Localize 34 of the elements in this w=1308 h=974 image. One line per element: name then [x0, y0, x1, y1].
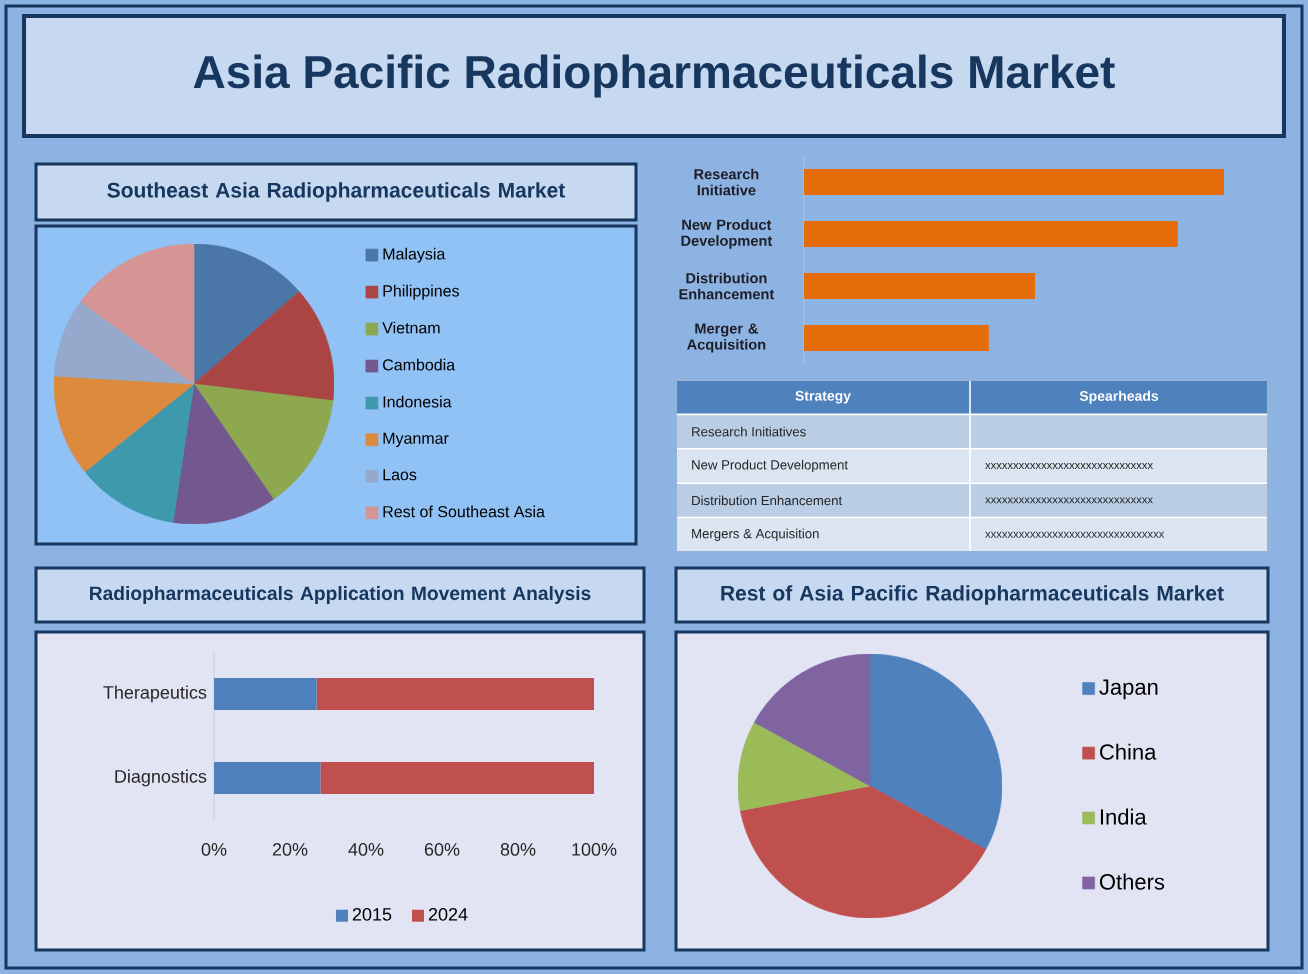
legend-label: Laos: [383, 469, 417, 481]
y-tick-label: Therapeutics: [103, 685, 207, 703]
chart-title: Radiopharmaceuticals Application Movement Analysis: [90, 586, 591, 604]
legend-label: Others: [1099, 873, 1165, 890]
legend-label: China: [1100, 743, 1157, 760]
bar: [214, 677, 317, 710]
legend-label: Philippines: [383, 284, 459, 300]
legend-label: 2015: [352, 907, 392, 921]
legend-label: Japan: [1099, 679, 1158, 700]
bar: [320, 761, 595, 794]
x-tick-label: 100%: [572, 843, 617, 856]
bar: [804, 168, 1224, 195]
bar: [316, 677, 595, 710]
legend-label: Cambodia: [383, 358, 456, 371]
bar: [804, 324, 989, 351]
x-tick-label: 0%: [201, 843, 227, 856]
x-tick-label: 60%: [424, 843, 460, 856]
legend-label: 2024: [428, 907, 468, 921]
bar: [804, 272, 1035, 299]
chart-title: Southeast Asia Radiopharmaceuticals Market: [107, 182, 566, 202]
bar: [804, 220, 1178, 247]
x-tick-label: 20%: [272, 843, 308, 856]
legend-label: Rest of Southeast Asia: [383, 505, 545, 518]
legend-label: India: [1100, 808, 1147, 825]
bar: [214, 761, 321, 794]
x-tick-label: 80%: [500, 843, 536, 856]
x-tick-label: 40%: [348, 843, 384, 856]
chart-title: Rest of Asia Pacific Radiopharmaceuticals Market: [721, 585, 1224, 605]
legend-label: Malaysia: [383, 247, 446, 263]
legend-label: Vietnam: [382, 321, 440, 334]
y-tick-label: Diagnostics: [115, 769, 207, 787]
legend-label: Indonesia: [383, 395, 452, 408]
text: Asia Pacific Radiopharmaceuticals Market: [193, 54, 1115, 98]
legend-label: Myanmar: [383, 432, 449, 448]
